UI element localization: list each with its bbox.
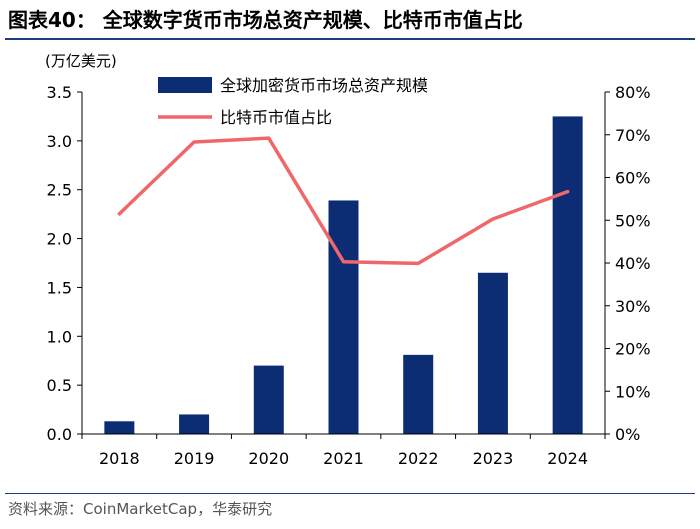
left-tick-label: 1.5 [47, 278, 72, 297]
left-axis-unit-label: (万亿美元) [45, 52, 117, 70]
x-tick-label: 2019 [174, 449, 215, 468]
bars-layer [104, 116, 583, 434]
right-tick-label: 0% [615, 425, 640, 444]
left-tick-label: 2.5 [47, 181, 72, 200]
x-tick-label: 2022 [398, 449, 439, 468]
left-tick-label: 1.0 [47, 327, 72, 346]
chart-legend: 全球加密货币市场总资产规模 比特币市值占比 [158, 76, 428, 127]
right-tick-label: 80% [615, 83, 651, 102]
bar-2022 [403, 354, 434, 434]
figure-title: 图表40： 全球数字货币市场总资产规模、比特币市值占比 [8, 8, 523, 32]
legend-label-bars: 全球加密货币市场总资产规模 [220, 76, 428, 95]
x-tick-label: 2018 [99, 449, 140, 468]
right-tick-label: 10% [615, 382, 651, 401]
bar-2019 [179, 414, 210, 434]
line-layer [117, 136, 570, 266]
right-tick-label: 30% [615, 297, 651, 316]
bar-2023 [477, 272, 508, 434]
right-tick-label: 60% [615, 169, 651, 188]
axes-layer: 0.0 0.5 1.0 1.5 2.0 2.5 3.0 3.5 0% 10% 20% 30% 40% 50… [47, 83, 651, 468]
right-tick-label: 70% [615, 126, 651, 145]
left-tick-label: 2.0 [47, 230, 72, 249]
left-tick-label: 0.5 [47, 376, 72, 395]
x-tick-label: 2023 [473, 449, 514, 468]
right-tick-label: 50% [615, 211, 651, 230]
source-divider [5, 493, 695, 494]
left-tick-label: 0.0 [47, 425, 72, 444]
legend-label-line: 比特币市值占比 [220, 108, 332, 127]
bar-2024 [552, 116, 583, 434]
right-tick-label: 40% [615, 254, 651, 273]
left-tick-label: 3.5 [47, 83, 72, 102]
x-tick-label: 2024 [547, 449, 588, 468]
title-divider [5, 38, 695, 40]
bar-2018 [104, 421, 135, 434]
legend-swatch-bars [158, 77, 212, 93]
x-tick-label: 2021 [323, 449, 364, 468]
left-tick-label: 3.0 [47, 132, 72, 151]
x-tick-label: 2020 [248, 449, 289, 468]
bar-2021 [328, 200, 359, 434]
source-note: 资料来源：CoinMarketCap，华泰研究 [8, 500, 273, 518]
right-tick-label: 20% [615, 340, 651, 359]
bar-2020 [253, 365, 284, 434]
